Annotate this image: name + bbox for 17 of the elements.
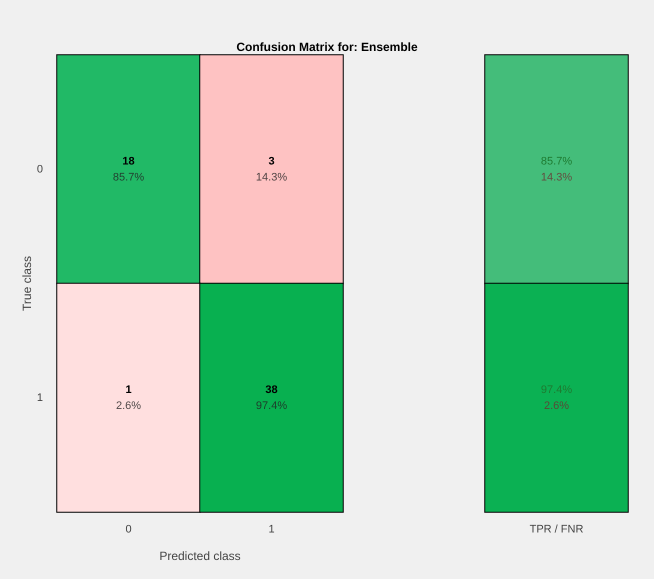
data-label: 85.7% (540, 155, 572, 168)
x-tick-label: TPR / FNR (530, 524, 584, 536)
x-axis-title: Predicted class (159, 549, 241, 563)
annotation: 14.3% (256, 171, 288, 184)
annotation: 85.7% (112, 171, 144, 184)
y-axis-title: True class (20, 256, 34, 311)
data-label: 18 (122, 155, 135, 168)
x-tick-label: 1 (268, 524, 275, 536)
data-label: 38 (265, 384, 278, 396)
chart-title: Confusion Matrix for: Ensemble (236, 40, 418, 54)
x-tick-label: 0 (125, 524, 132, 536)
data-label: 3 (268, 155, 275, 168)
annotation: 97.4% (256, 400, 288, 412)
annotation: 14.3% (540, 171, 572, 184)
annotation: 2.6% (544, 400, 570, 412)
data-label: 1 (125, 384, 132, 396)
annotation: 2.6% (116, 400, 142, 412)
